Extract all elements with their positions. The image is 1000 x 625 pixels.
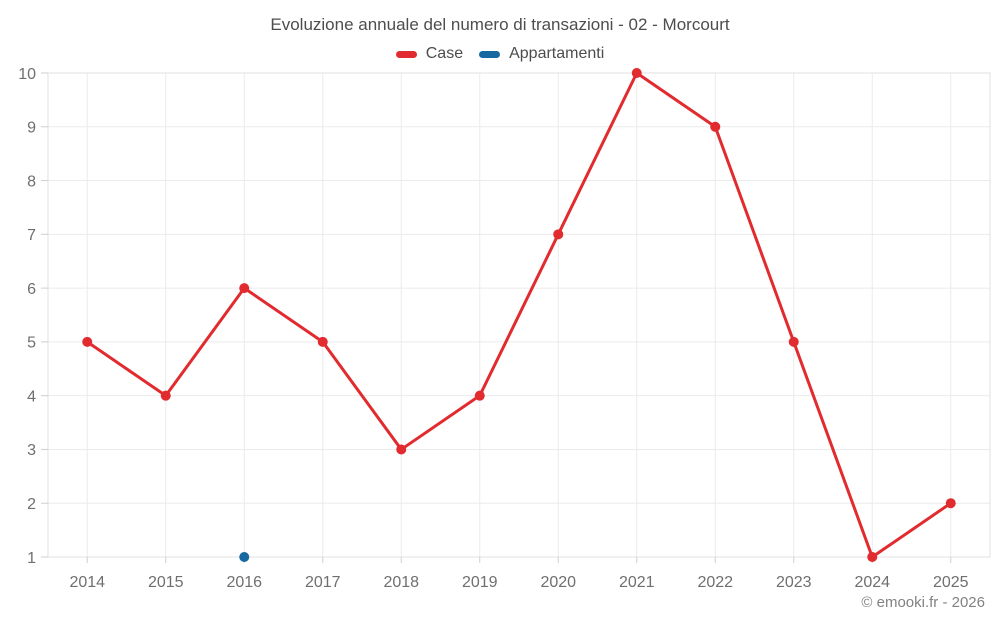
chart-title: Evoluzione annuale del numero di transaz… [270, 15, 730, 34]
case-point-2015[interactable] [160, 390, 171, 401]
y-tick-label: 9 [27, 120, 36, 137]
legend-item-appartamenti[interactable]: Appartamenti [479, 45, 604, 63]
case-point-2017[interactable] [317, 336, 328, 347]
x-tick-label: 2019 [462, 574, 498, 591]
x-tick-label: 2016 [226, 574, 262, 591]
x-tick-label: 2018 [383, 574, 419, 591]
y-tick-label: 5 [27, 335, 36, 352]
case-point-2025[interactable] [945, 498, 956, 509]
case-point-2016[interactable] [239, 283, 250, 294]
case-point-2022[interactable] [710, 121, 721, 132]
y-tick-label: 4 [27, 388, 36, 405]
y-tick-label: 6 [27, 281, 36, 298]
case-point-2021[interactable] [631, 68, 642, 78]
y-tick-label: 10 [18, 66, 36, 83]
x-tick-label: 2022 [697, 574, 733, 591]
case-point-2019[interactable] [474, 390, 485, 401]
appartamenti-legend-swatch [479, 50, 501, 58]
legend-label-case: Case [425, 45, 464, 62]
y-tick-label: 3 [27, 442, 36, 459]
x-tick-label: 2020 [540, 574, 576, 591]
x-tick-label: 2017 [305, 574, 341, 591]
case-point-2023[interactable] [788, 336, 799, 347]
plot-border [47, 72, 991, 558]
x-tick-label: 2023 [776, 574, 812, 591]
y-tick-label: 7 [27, 227, 36, 244]
case-point-2014[interactable] [82, 336, 93, 347]
y-tick-label: 2 [27, 496, 36, 513]
case-point-2020[interactable] [553, 229, 564, 240]
case-point-2018[interactable] [396, 444, 407, 455]
copyright-text: © emooki.fr - 2026 [861, 594, 985, 611]
x-tick-label: 2025 [933, 574, 969, 591]
appartamenti-point-2016[interactable] [239, 552, 250, 562]
legend-item-case[interactable]: Case [395, 45, 464, 63]
case-legend-swatch [395, 50, 417, 58]
x-tick-label: 2024 [854, 574, 890, 591]
legend-label-appartamenti: Appartamenti [509, 45, 605, 62]
x-tick-label: 2021 [619, 574, 655, 591]
case-point-2024[interactable] [867, 552, 878, 562]
case-line [85, 71, 953, 559]
y-tick-label: 8 [27, 173, 36, 190]
x-tick-label: 2015 [148, 574, 184, 591]
x-tick-label: 2014 [69, 574, 105, 591]
y-tick-label: 1 [27, 550, 36, 567]
legend: Case Appartamenti [0, 44, 1000, 64]
